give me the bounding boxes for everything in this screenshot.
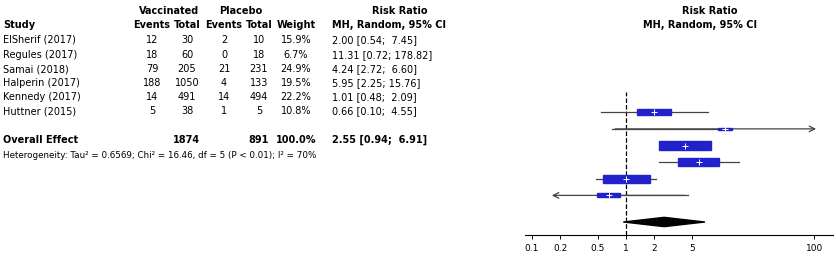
Text: 10.8%: 10.8% <box>281 106 311 116</box>
Text: 12: 12 <box>145 35 158 45</box>
Polygon shape <box>624 217 705 227</box>
Text: ElSherif (2017): ElSherif (2017) <box>3 35 76 45</box>
Text: MH, Random, 95% CI: MH, Random, 95% CI <box>643 20 757 30</box>
Text: 22.2%: 22.2% <box>281 92 312 102</box>
Bar <box>659 141 711 150</box>
Text: 21: 21 <box>218 64 230 74</box>
Text: 18: 18 <box>252 50 265 60</box>
Text: 0.66 [0.10;  4.55]: 0.66 [0.10; 4.55] <box>332 106 417 116</box>
Text: 5: 5 <box>256 106 263 116</box>
Text: Risk Ratio: Risk Ratio <box>372 6 428 16</box>
Text: 1874: 1874 <box>173 135 201 145</box>
Text: 188: 188 <box>143 78 161 88</box>
Text: Risk Ratio: Risk Ratio <box>682 6 737 16</box>
Text: MH, Random, 95% CI: MH, Random, 95% CI <box>332 20 446 30</box>
Text: Placebo: Placebo <box>219 6 263 16</box>
Text: Weight: Weight <box>277 20 315 30</box>
Text: Total: Total <box>174 20 201 30</box>
Text: 38: 38 <box>181 106 193 116</box>
Bar <box>603 175 650 183</box>
Text: 231: 231 <box>250 64 268 74</box>
Bar <box>637 109 671 115</box>
Text: Vaccinated: Vaccinated <box>139 6 199 16</box>
Text: 4: 4 <box>221 78 227 88</box>
Text: 14: 14 <box>145 92 158 102</box>
Text: Huttner (2015): Huttner (2015) <box>3 106 76 116</box>
Text: 1050: 1050 <box>175 78 199 88</box>
Text: 5: 5 <box>149 106 155 116</box>
Text: 11.31 [0.72; 178.82]: 11.31 [0.72; 178.82] <box>332 50 432 60</box>
Text: 10: 10 <box>252 35 265 45</box>
Text: 19.5%: 19.5% <box>281 78 311 88</box>
Text: 60: 60 <box>181 50 193 60</box>
Bar <box>718 128 732 130</box>
Text: 6.7%: 6.7% <box>283 50 308 60</box>
Text: 0: 0 <box>221 50 227 60</box>
Text: 1.01 [0.48;  2.09]: 1.01 [0.48; 2.09] <box>332 92 416 102</box>
Text: 79: 79 <box>145 64 158 74</box>
Text: 2.55 [0.94;  6.91]: 2.55 [0.94; 6.91] <box>332 135 427 145</box>
Text: Events: Events <box>134 20 171 30</box>
Text: Study: Study <box>3 20 35 30</box>
Text: Samai (2018): Samai (2018) <box>3 64 69 74</box>
Text: 205: 205 <box>178 64 196 74</box>
Text: 15.9%: 15.9% <box>281 35 311 45</box>
Text: 14: 14 <box>218 92 230 102</box>
Text: Events: Events <box>206 20 242 30</box>
Text: 1: 1 <box>221 106 227 116</box>
Text: 4.24 [2.72;  6.60]: 4.24 [2.72; 6.60] <box>332 64 417 74</box>
Text: Total: Total <box>246 20 273 30</box>
Text: 2.00 [0.54;  7.45]: 2.00 [0.54; 7.45] <box>332 35 417 45</box>
Text: Halperin (2017): Halperin (2017) <box>3 78 80 88</box>
Text: 491: 491 <box>178 92 196 102</box>
Text: Regules (2017): Regules (2017) <box>3 50 77 60</box>
Text: 100.0%: 100.0% <box>276 135 316 145</box>
Text: 30: 30 <box>181 35 193 45</box>
Text: 5.95 [2.25; 15.76]: 5.95 [2.25; 15.76] <box>332 78 421 88</box>
Text: 494: 494 <box>250 92 268 102</box>
Text: 18: 18 <box>145 50 158 60</box>
Text: 133: 133 <box>250 78 268 88</box>
Bar <box>598 193 620 197</box>
Text: 891: 891 <box>249 135 269 145</box>
Bar <box>678 159 720 166</box>
Text: Kennedy (2017): Kennedy (2017) <box>3 92 81 102</box>
Text: 2: 2 <box>221 35 227 45</box>
Text: 24.9%: 24.9% <box>281 64 311 74</box>
Text: Overall Effect: Overall Effect <box>3 135 78 145</box>
Text: Heterogeneity: Tau² = 0.6569; Chi² = 16.46, df = 5 (P < 0.01); I² = 70%: Heterogeneity: Tau² = 0.6569; Chi² = 16.… <box>3 151 316 159</box>
